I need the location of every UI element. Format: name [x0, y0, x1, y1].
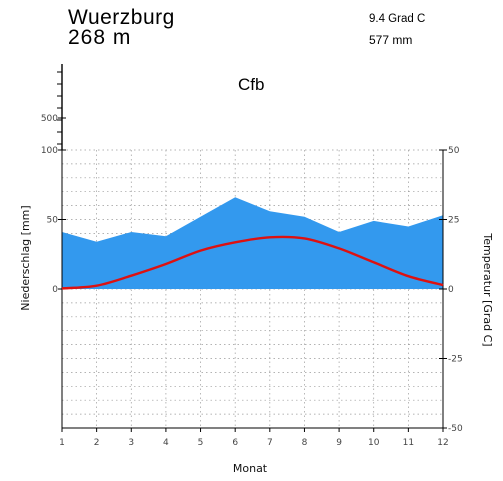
tick-label-x: 12	[437, 438, 448, 448]
tick-label-x: 5	[198, 438, 204, 448]
tick-label-x: 2	[94, 438, 100, 448]
tick-label-right: -50	[448, 424, 463, 434]
tick-label-left: 500	[41, 114, 58, 124]
annual-temperature: 9.4 Grad C	[369, 13, 426, 25]
tick-label-x: 4	[163, 438, 169, 448]
tick-label-x: 9	[336, 438, 342, 448]
tick-label-right: 50	[448, 146, 460, 156]
annual-precipitation: 577 mm	[369, 33, 413, 47]
tick-label-x: 10	[368, 438, 380, 448]
tick-label-x: 1	[59, 438, 65, 448]
climate-classification: Cfb	[238, 75, 265, 94]
tick-label-left: 100	[41, 146, 58, 156]
temperature-line	[61, 235, 444, 290]
x-axis-title: Monat	[233, 462, 268, 475]
tick-label-right: 25	[448, 216, 459, 226]
tick-label-x: 3	[128, 438, 134, 448]
tick-label-x: 6	[232, 438, 238, 448]
tick-label-x: 11	[403, 438, 414, 448]
y-left-axis-title: Niederschlag [mm]	[19, 205, 32, 310]
precipitation-area	[62, 197, 443, 289]
tick-label-x: 8	[302, 438, 308, 448]
tick-label-right: 0	[448, 285, 454, 295]
y-right-axis-title: Temperatur [Grad C]	[481, 232, 494, 346]
station-elevation: 268 m	[68, 26, 132, 49]
tick-label-right: -25	[448, 355, 463, 365]
tick-label-left: 0	[52, 285, 58, 295]
station-name: Wuerzburg	[68, 6, 175, 29]
tick-label-x: 7	[267, 438, 273, 448]
tick-label-left: 50	[47, 216, 59, 226]
